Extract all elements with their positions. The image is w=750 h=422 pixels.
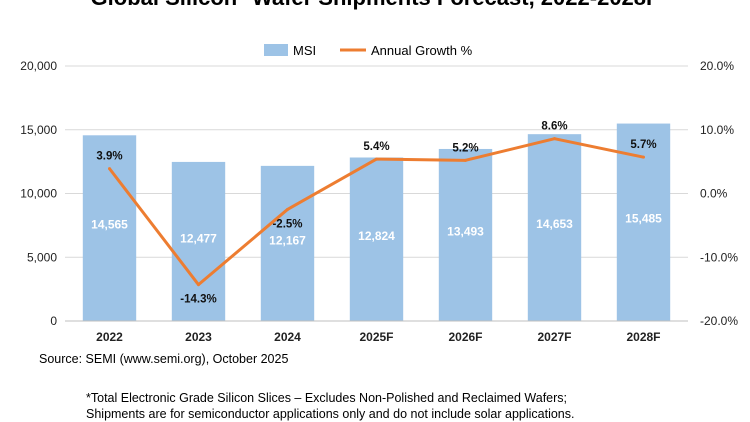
x-tick-label: 2025F bbox=[359, 330, 393, 344]
y-right-tick-label: 20.0% bbox=[700, 59, 734, 73]
legend-msi-label: MSI bbox=[293, 43, 316, 58]
footnote: *Total Electronic Grade Silicon Slices –… bbox=[86, 390, 574, 422]
x-tick-label: 2022 bbox=[96, 330, 123, 344]
y-left-tick-label: 10,000 bbox=[20, 187, 57, 201]
legend-growth-label: Annual Growth % bbox=[371, 43, 473, 58]
legend-msi-swatch bbox=[264, 44, 288, 56]
growth-point bbox=[642, 155, 645, 159]
bar-value-label: 14,565 bbox=[91, 217, 128, 231]
y-left-tick-label: 15,000 bbox=[20, 123, 57, 137]
growth-value-label: 5.2% bbox=[452, 142, 478, 154]
line-growth bbox=[108, 137, 645, 287]
y-left-tick-label: 0 bbox=[50, 314, 57, 328]
data-labels: 14,565 12,477 12,167 12,824 13,493 14,653 15,4… bbox=[91, 121, 662, 306]
growth-value-label: 3.9% bbox=[96, 151, 122, 163]
y-left-tick-label: 5,000 bbox=[27, 250, 57, 264]
y-right-tick-label: -10.0% bbox=[700, 250, 738, 264]
growth-value-label: 5.4% bbox=[363, 141, 389, 153]
bar-value-label: 13,493 bbox=[447, 225, 484, 239]
growth-value-label: 8.6% bbox=[541, 121, 567, 133]
bar-msi bbox=[171, 161, 226, 321]
growth-value-label: -14.3% bbox=[180, 294, 216, 306]
bar-msi bbox=[438, 148, 493, 321]
x-tick-label: 2026F bbox=[448, 330, 482, 344]
y-right-tick-label: -20.0% bbox=[700, 314, 738, 328]
wafer-shipments-chart: Global Silicon* Wafer Shipments Forecast… bbox=[20, 0, 738, 344]
bar-msi bbox=[260, 165, 315, 321]
growth-point bbox=[108, 167, 111, 171]
growth-point bbox=[375, 157, 378, 161]
y-right-tick-label: 10.0% bbox=[700, 123, 734, 137]
footnote-line-1: *Total Electronic Grade Silicon Slices –… bbox=[86, 391, 568, 405]
footnote-line-2: Shipments are for semiconductor applicat… bbox=[86, 407, 575, 421]
growth-value-label: -2.5% bbox=[272, 218, 302, 230]
x-tick-label: 2024 bbox=[274, 330, 301, 344]
growth-point bbox=[464, 158, 467, 162]
x-tick-label: 2023 bbox=[185, 330, 212, 344]
bar-value-label: 14,653 bbox=[536, 217, 573, 231]
bar-value-label: 12,477 bbox=[180, 231, 217, 245]
legend: MSI Annual Growth % bbox=[264, 43, 473, 58]
bar-value-label: 12,167 bbox=[269, 233, 306, 247]
x-tick-label: 2028F bbox=[626, 330, 660, 344]
bar-msi bbox=[349, 157, 404, 321]
bar-value-label: 12,824 bbox=[358, 229, 395, 243]
bar-value-label: 15,485 bbox=[625, 211, 662, 225]
y-right-tick-label: 0.0% bbox=[700, 187, 728, 201]
chart-title: Global Silicon* Wafer Shipments Forecast… bbox=[91, 0, 660, 10]
growth-point bbox=[197, 283, 200, 287]
y-left-tick-label: 20,000 bbox=[20, 59, 57, 73]
growth-point bbox=[286, 207, 289, 211]
bar-msi bbox=[527, 134, 582, 321]
source-note: Source: SEMI (www.semi.org), October 202… bbox=[39, 352, 289, 366]
bars-msi bbox=[82, 123, 671, 321]
growth-value-label: 5.7% bbox=[630, 139, 656, 151]
growth-point bbox=[553, 137, 556, 141]
bar-msi bbox=[82, 135, 137, 321]
axes: 0 -20.0% 5,000 -10.0% 10,000 0.0% 15,000 10.0% 2… bbox=[20, 59, 738, 344]
x-tick-label: 2027F bbox=[537, 330, 571, 344]
